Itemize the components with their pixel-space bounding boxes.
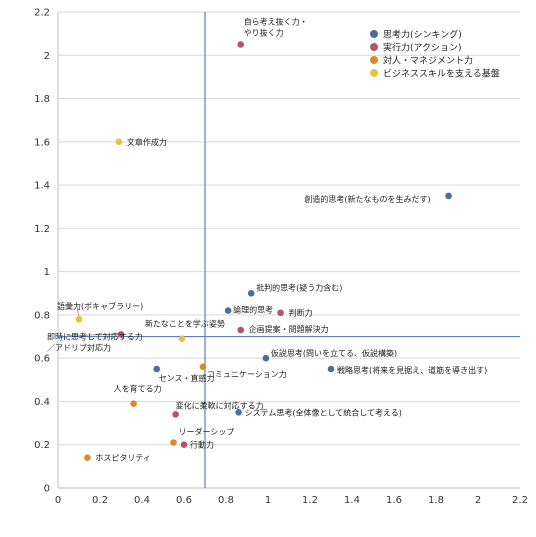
y-tick-label: 0.4 bbox=[34, 397, 50, 408]
y-tick-label: 0 bbox=[44, 484, 50, 495]
y-tick-label: 1.8 bbox=[34, 94, 50, 105]
y-tick-label: 1.6 bbox=[34, 137, 50, 148]
legend-marker bbox=[370, 56, 378, 64]
data-point bbox=[178, 335, 186, 343]
y-tick-label: 0.6 bbox=[34, 354, 50, 365]
legend-label: ビジネススキルを支える基盤 bbox=[383, 68, 500, 80]
point-label: コミュニケーション力 bbox=[207, 369, 287, 379]
point-label: 批判的思考(疑う力含む) bbox=[256, 282, 342, 292]
point-label: 創造的思考(新たなものを生みだす) bbox=[304, 194, 430, 204]
point-label: 行動力 bbox=[190, 440, 214, 450]
point-label: 自ら考え抜く力・ bbox=[244, 16, 308, 26]
x-tick-label: 0.4 bbox=[134, 495, 150, 506]
x-tick-label: 1.6 bbox=[386, 495, 402, 506]
point-label: 戦略思考(将来を見据え、道筋を導き出す) bbox=[337, 365, 487, 375]
x-tick-label: 0.6 bbox=[176, 495, 192, 506]
point-label: システム思考(全体像として統合して考える) bbox=[245, 407, 402, 417]
legend-marker bbox=[370, 69, 378, 77]
data-point bbox=[277, 309, 284, 317]
data-point bbox=[445, 192, 452, 200]
point-label: 変化に柔軟に対応する力 bbox=[176, 400, 264, 410]
point-label: 企画提案・問題解決力 bbox=[249, 324, 329, 334]
x-tick-label: 0.8 bbox=[218, 495, 234, 506]
legend: 思考力(シンキング)実行力(アクション)対人・マネジメント力ビジネススキルを支え… bbox=[370, 29, 500, 80]
x-tick-label: 0.2 bbox=[92, 495, 108, 506]
x-tick-label: 0 bbox=[55, 495, 61, 506]
point-label: 判断力 bbox=[289, 308, 313, 318]
data-point bbox=[180, 441, 188, 449]
point-label: 文章作成力 bbox=[127, 137, 167, 147]
legend-marker bbox=[370, 43, 378, 51]
legend-marker bbox=[370, 30, 378, 38]
y-tick-label: 0.2 bbox=[34, 440, 50, 451]
axes: 0 0.2 0.4 0.6 0.8 1 1.2 1.4 1.6 1.8 2 2.2 0 0.2 0.4 0.6… bbox=[34, 8, 528, 507]
reference-lines bbox=[58, 12, 520, 488]
data-point bbox=[237, 326, 244, 334]
data-point bbox=[262, 354, 270, 362]
data-point bbox=[235, 408, 242, 416]
y-tick-label: 1.4 bbox=[34, 181, 50, 192]
data-point bbox=[247, 289, 255, 297]
x-tick-label: 1 bbox=[265, 495, 271, 506]
data-point bbox=[172, 411, 179, 418]
x-tick-label: 1.8 bbox=[428, 495, 444, 506]
point-label: リーダーシップ bbox=[179, 427, 235, 437]
x-tick-label: 2.2 bbox=[512, 495, 528, 506]
point-label: 人を育てる力 bbox=[114, 384, 162, 394]
point-label: ホスピタリティ bbox=[95, 454, 151, 463]
data-point bbox=[237, 41, 244, 48]
point-labels: 創造的思考(新たなものを生みだす) 批判的思考(疑う力含む) 論理的思考仮説思考(問… bbox=[47, 16, 487, 462]
data-point bbox=[117, 331, 125, 338]
y-tick-label: 2 bbox=[44, 51, 50, 62]
data-point bbox=[84, 454, 91, 462]
legend-label: 実行力(アクション) bbox=[383, 42, 462, 54]
legend-label: 思考力(シンキング) bbox=[383, 29, 462, 41]
x-tick-label: 2 bbox=[475, 495, 481, 506]
y-tick-label: 2.2 bbox=[34, 8, 50, 19]
data-point bbox=[327, 365, 335, 373]
y-tick-label: 0.8 bbox=[34, 310, 50, 321]
point-label: 即時に思考して対応する力 bbox=[47, 331, 143, 341]
legend-label: 対人・マネジメント力 bbox=[383, 55, 473, 67]
data-point bbox=[199, 363, 207, 371]
data-point bbox=[153, 365, 160, 373]
point-label: 新たなことを学ぶ姿勢 bbox=[145, 319, 225, 329]
y-tick-label: 1.2 bbox=[34, 224, 50, 235]
point-label: 語彙力(ボキャブラリー) bbox=[57, 301, 143, 311]
point-label: 仮説思考(問いを立てる、仮説構築) bbox=[271, 348, 397, 358]
x-tick-label: 1.2 bbox=[302, 495, 318, 506]
data-point bbox=[75, 315, 83, 323]
x-tick-label: 1.4 bbox=[344, 495, 360, 506]
data-point bbox=[170, 439, 177, 446]
data-points bbox=[75, 41, 452, 462]
point-label: やり抜く力 bbox=[244, 27, 284, 37]
data-point bbox=[224, 307, 232, 314]
data-point bbox=[130, 400, 137, 407]
label-leader-line bbox=[66, 334, 122, 336]
point-label: 論理的思考 bbox=[233, 305, 273, 315]
y-tick-label: 1 bbox=[44, 267, 50, 278]
point-label: ／アドリブ対応力 bbox=[47, 342, 111, 352]
data-point bbox=[115, 138, 123, 146]
point-label: センス・直感力 bbox=[159, 373, 215, 383]
